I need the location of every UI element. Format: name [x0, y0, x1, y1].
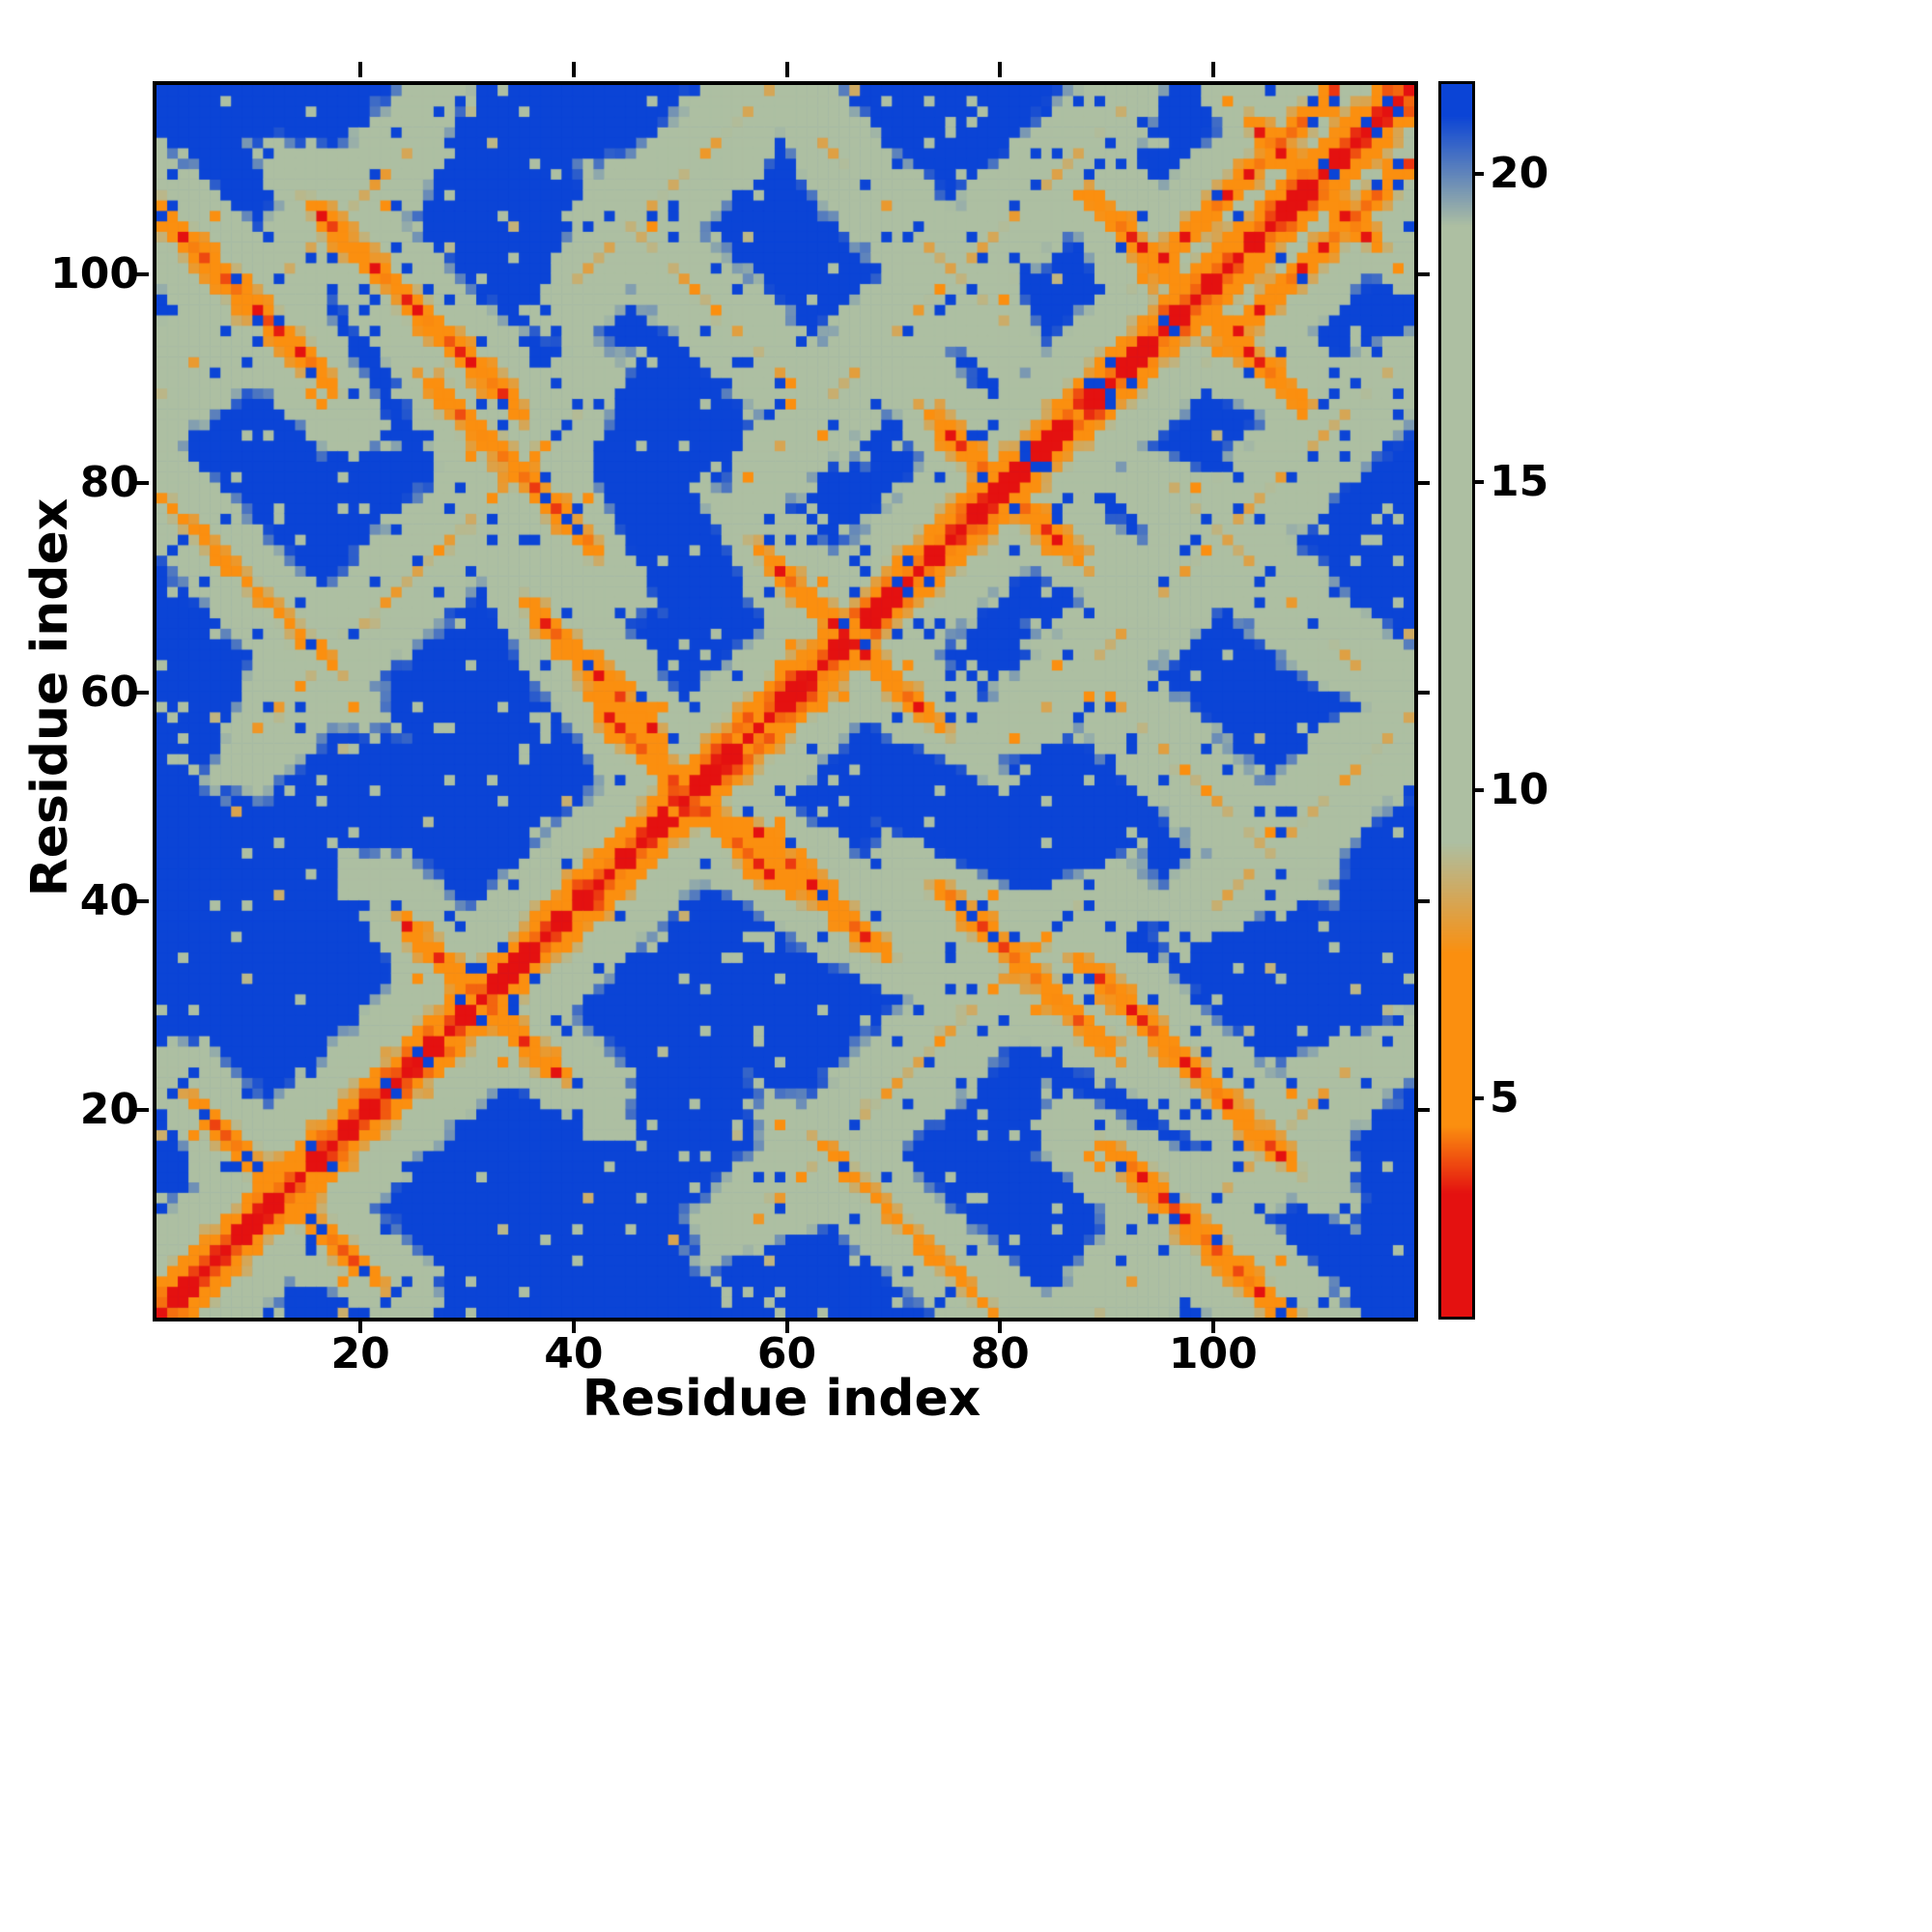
y-tick-right — [1414, 481, 1430, 486]
colorbar — [1438, 81, 1475, 1320]
y-tick-label: 40 — [79, 875, 139, 925]
y-tick — [133, 690, 149, 695]
x-tick-label: 60 — [756, 1329, 817, 1378]
x-tick — [1210, 1318, 1215, 1333]
x-tick — [998, 1318, 1003, 1333]
colorbar-tick-label: 10 — [1490, 764, 1549, 814]
y-tick-right — [1414, 690, 1430, 695]
x-tick-top — [358, 62, 363, 77]
x-tick — [571, 1318, 576, 1333]
x-tick-top — [998, 62, 1003, 77]
colorbar-tick — [1472, 787, 1484, 792]
y-tick — [133, 481, 149, 486]
x-tick — [784, 1318, 789, 1333]
y-tick-label: 20 — [79, 1085, 139, 1135]
y-tick-right — [1414, 1108, 1430, 1113]
x-tick-top — [784, 62, 789, 77]
x-tick-top — [571, 62, 576, 77]
x-tick — [358, 1318, 363, 1333]
x-tick-label: 40 — [544, 1329, 604, 1378]
x-tick-top — [1210, 62, 1215, 77]
x-tick-label: 20 — [330, 1329, 390, 1378]
x-tick-label: 80 — [970, 1329, 1030, 1378]
y-tick-right — [1414, 898, 1430, 903]
x-axis-label: Residue index — [582, 1370, 981, 1428]
y-tick-label: 80 — [79, 458, 139, 508]
colorbar-tick — [1472, 1095, 1484, 1100]
y-tick-label: 60 — [79, 667, 139, 717]
y-tick — [133, 272, 149, 277]
colorbar-tick — [1472, 171, 1484, 176]
colorbar-tick-label: 5 — [1490, 1072, 1520, 1122]
colorbar-tick — [1472, 479, 1484, 484]
y-tick — [133, 898, 149, 903]
y-tick — [133, 1108, 149, 1113]
y-tick-label: 100 — [50, 249, 139, 299]
colorbar-tick-label: 15 — [1490, 456, 1549, 506]
plot-area — [153, 81, 1418, 1321]
y-tick-right — [1414, 272, 1430, 277]
colorbar-tick-label: 20 — [1490, 148, 1549, 198]
colorbar-canvas — [1441, 84, 1472, 1317]
heatmap-canvas — [156, 85, 1414, 1318]
x-tick-label: 100 — [1168, 1329, 1258, 1378]
